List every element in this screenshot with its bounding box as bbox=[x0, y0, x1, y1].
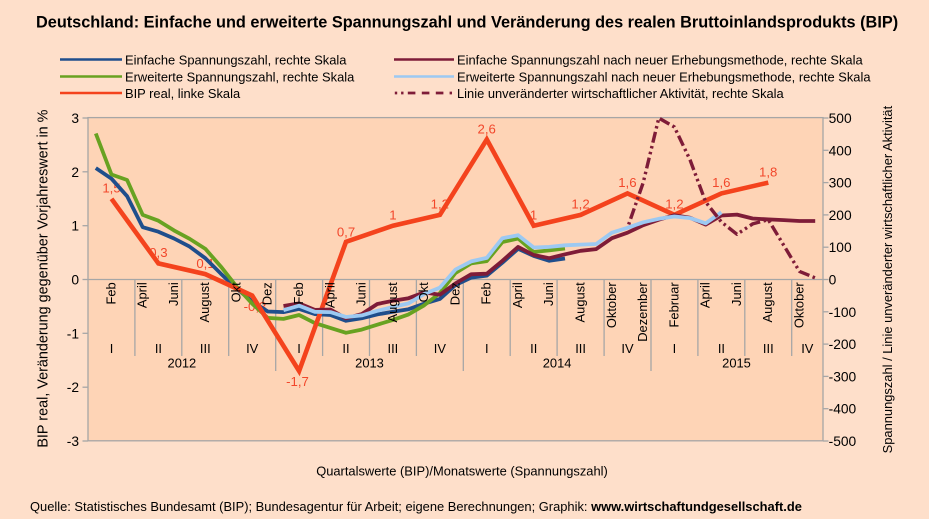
svg-text:1: 1 bbox=[71, 219, 79, 234]
svg-text:Einfache Spannungszahl, rechte: Einfache Spannungszahl, rechte Skala bbox=[125, 52, 347, 67]
svg-text:0: 0 bbox=[71, 273, 79, 288]
svg-text:Februar: Februar bbox=[666, 282, 681, 328]
svg-text:III: III bbox=[575, 341, 586, 356]
svg-text:Dez: Dez bbox=[260, 282, 275, 305]
svg-text:Spannungszahl / Linie unveränd: Spannungszahl / Linie unveränderter wirt… bbox=[880, 105, 895, 453]
svg-text:III: III bbox=[763, 341, 774, 356]
svg-text:Einfache Spannungszahl nach ne: Einfache Spannungszahl nach neuer Erhebu… bbox=[457, 52, 863, 67]
svg-text:BIP real, linke Skala: BIP real, linke Skala bbox=[125, 86, 241, 101]
svg-text:Okt: Okt bbox=[416, 282, 431, 302]
svg-text:-100: -100 bbox=[829, 305, 857, 320]
svg-text:Juni: Juni bbox=[729, 282, 744, 306]
svg-text:2015: 2015 bbox=[722, 355, 751, 370]
svg-text:Feb: Feb bbox=[479, 282, 494, 304]
svg-text:Linie unveränderter wirtschaft: Linie unveränderter wirtschaftlicher Akt… bbox=[457, 86, 785, 101]
svg-text:1: 1 bbox=[389, 207, 396, 222]
svg-text:2,6: 2,6 bbox=[478, 121, 496, 136]
svg-text:IV: IV bbox=[801, 341, 814, 356]
svg-text:Juni: Juni bbox=[166, 282, 181, 306]
svg-text:I: I bbox=[297, 341, 301, 356]
svg-text:Juni: Juni bbox=[541, 282, 556, 306]
svg-text:1,6: 1,6 bbox=[712, 175, 730, 190]
svg-text:April: April bbox=[322, 282, 337, 308]
svg-text:August: August bbox=[573, 282, 588, 323]
svg-text:Quartalswerte (BIP)/Monatswert: Quartalswerte (BIP)/Monatswerte (Spannun… bbox=[316, 464, 608, 479]
svg-text:-3: -3 bbox=[67, 434, 80, 449]
svg-text:Oktober: Oktober bbox=[604, 282, 619, 329]
svg-text:BIP real, Veränderung gegenübe: BIP real, Veränderung gegenüber Vorjahre… bbox=[36, 109, 52, 447]
svg-text:1,2: 1,2 bbox=[571, 197, 589, 212]
svg-text:I: I bbox=[673, 341, 677, 356]
svg-text:Feb: Feb bbox=[103, 282, 118, 304]
svg-text:-1,7: -1,7 bbox=[286, 374, 309, 389]
svg-text:III: III bbox=[200, 341, 211, 356]
svg-text:April: April bbox=[698, 282, 713, 308]
svg-text:2013: 2013 bbox=[355, 355, 384, 370]
svg-text:II: II bbox=[342, 341, 349, 356]
svg-text:2: 2 bbox=[71, 165, 79, 180]
svg-text:1,2: 1,2 bbox=[665, 197, 683, 212]
svg-text:April: April bbox=[510, 282, 525, 308]
svg-text:0,1: 0,1 bbox=[196, 256, 214, 271]
svg-text:400: 400 bbox=[829, 143, 852, 158]
svg-text:Erweiterte Spannungszahl, rech: Erweiterte Spannungszahl, rechte Skala bbox=[125, 69, 355, 84]
svg-text:1,6: 1,6 bbox=[618, 175, 636, 190]
svg-text:Deutschland: Einfache und erwe: Deutschland: Einfache und erweiterte Spa… bbox=[36, 14, 898, 32]
svg-text:Feb: Feb bbox=[291, 282, 306, 304]
svg-text:500: 500 bbox=[829, 111, 852, 126]
svg-text:Erweiterte Spannungszahl nach: Erweiterte Spannungszahl nach neuer Erhe… bbox=[457, 69, 871, 84]
svg-text:IV: IV bbox=[246, 341, 259, 356]
svg-text:-200: -200 bbox=[829, 337, 857, 352]
svg-text:-300: -300 bbox=[829, 369, 857, 384]
svg-text:-1: -1 bbox=[67, 326, 79, 341]
svg-text:Oktober: Oktober bbox=[791, 282, 806, 329]
svg-text:100: 100 bbox=[829, 240, 852, 255]
svg-text:-500: -500 bbox=[829, 434, 857, 449]
svg-text:August: August bbox=[385, 282, 400, 323]
svg-text:I: I bbox=[485, 341, 489, 356]
svg-text:IV: IV bbox=[434, 341, 447, 356]
svg-text:3: 3 bbox=[71, 111, 79, 126]
svg-text:300: 300 bbox=[829, 176, 852, 191]
svg-text:I: I bbox=[110, 341, 114, 356]
svg-text:III: III bbox=[388, 341, 399, 356]
svg-text:Dez: Dez bbox=[447, 282, 462, 305]
svg-text:Quelle: Statistisches Bundesam: Quelle: Statistisches Bundesamt (BIP); B… bbox=[30, 499, 802, 514]
svg-text:-400: -400 bbox=[829, 402, 857, 417]
svg-text:August: August bbox=[760, 282, 775, 323]
svg-text:Juni: Juni bbox=[354, 282, 369, 306]
svg-text:II: II bbox=[718, 341, 725, 356]
svg-text:0,7: 0,7 bbox=[337, 224, 355, 239]
svg-text:Dezember: Dezember bbox=[635, 282, 650, 342]
svg-text:April: April bbox=[135, 282, 150, 308]
svg-text:200: 200 bbox=[829, 208, 852, 223]
svg-text:II: II bbox=[530, 341, 537, 356]
svg-text:IV: IV bbox=[621, 341, 634, 356]
svg-text:II: II bbox=[155, 341, 162, 356]
svg-text:2014: 2014 bbox=[543, 355, 572, 370]
svg-text:1,8: 1,8 bbox=[759, 164, 777, 179]
svg-text:Okt: Okt bbox=[229, 282, 244, 302]
svg-text:1: 1 bbox=[530, 207, 537, 222]
svg-text:2012: 2012 bbox=[168, 355, 197, 370]
svg-text:-2: -2 bbox=[67, 380, 79, 395]
svg-text:August: August bbox=[197, 282, 212, 323]
svg-text:0: 0 bbox=[829, 273, 837, 288]
